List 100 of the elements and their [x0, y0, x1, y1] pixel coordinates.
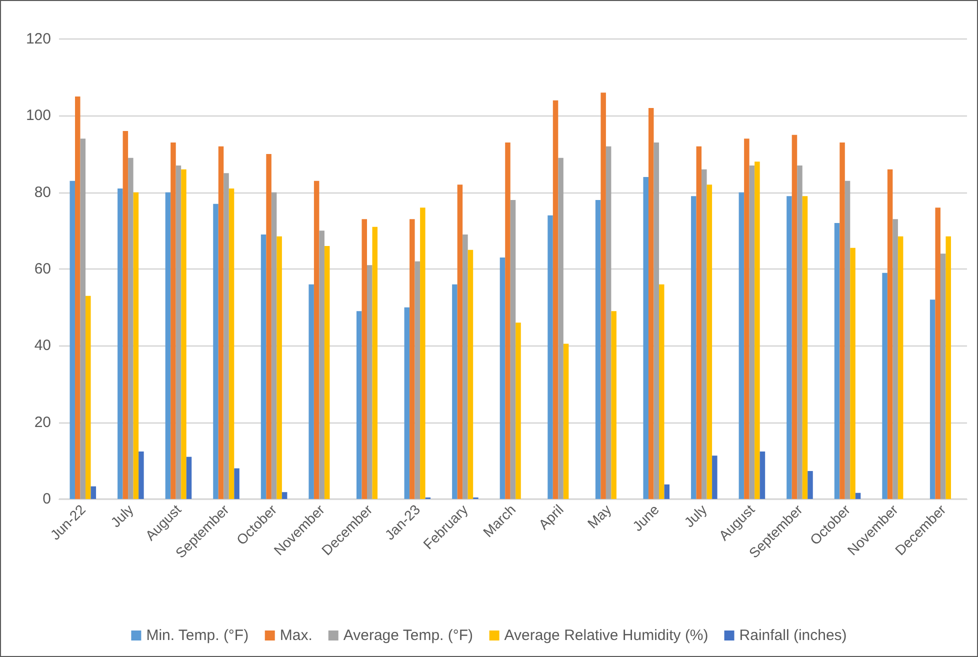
y-tick-label: 40 — [34, 337, 51, 354]
bar — [887, 169, 893, 499]
bar — [367, 265, 372, 499]
bar — [606, 146, 612, 499]
bar — [218, 146, 224, 499]
bar — [276, 236, 282, 499]
bar — [468, 250, 474, 499]
x-tick-label: May — [584, 501, 614, 532]
bar — [404, 307, 410, 499]
bar — [855, 492, 861, 499]
bar — [558, 158, 564, 499]
bar — [706, 184, 712, 499]
bar — [75, 96, 80, 499]
bar — [228, 188, 234, 499]
y-tick-label: 120 — [26, 30, 51, 48]
bar — [595, 200, 601, 499]
bar — [80, 138, 86, 499]
bar — [118, 188, 123, 499]
bar — [181, 169, 186, 499]
bar — [70, 180, 76, 499]
bar — [90, 486, 96, 499]
bar — [462, 234, 468, 499]
x-tick-label: July — [680, 501, 710, 530]
bar — [786, 196, 792, 499]
bar — [138, 451, 144, 499]
bar — [600, 92, 606, 499]
bar — [792, 134, 798, 499]
y-tick-label: 80 — [34, 184, 51, 201]
bar — [892, 219, 898, 499]
bar — [500, 258, 506, 499]
x-tick-label: July — [107, 501, 136, 530]
bar — [271, 192, 277, 499]
bar — [643, 177, 648, 499]
bar — [754, 162, 760, 499]
legend-label: Rainfall (inches) — [739, 627, 847, 644]
bar — [452, 284, 458, 499]
bar — [749, 166, 755, 499]
bar — [260, 234, 266, 499]
bar — [882, 272, 888, 499]
bar — [702, 169, 707, 499]
bar — [696, 146, 702, 499]
bar — [611, 311, 616, 499]
bar — [648, 108, 654, 499]
bar — [410, 219, 415, 499]
bar — [738, 192, 744, 499]
bar — [844, 180, 850, 499]
bar — [834, 223, 840, 499]
bar — [930, 300, 936, 499]
bar — [898, 236, 904, 499]
bar — [840, 142, 845, 499]
legend-label: Max. — [280, 627, 312, 644]
y-tick-label: 0 — [42, 490, 51, 508]
bar — [510, 200, 516, 499]
bar — [122, 131, 128, 499]
bar — [691, 196, 696, 499]
legend-label: Min. Temp. (°F) — [146, 627, 249, 644]
y-tick-label: 100 — [26, 107, 51, 124]
bar — [658, 284, 664, 499]
bar — [744, 138, 750, 499]
bar — [319, 230, 324, 499]
bar — [548, 215, 553, 499]
bar — [128, 158, 134, 499]
bar — [414, 261, 420, 499]
bar — [372, 226, 378, 499]
bar — [234, 468, 240, 499]
bar — [282, 492, 288, 499]
bar — [654, 142, 659, 499]
bar — [808, 471, 813, 499]
bar — [362, 219, 368, 499]
bar — [176, 166, 182, 499]
bar — [850, 248, 856, 499]
bar — [505, 142, 510, 499]
bar — [552, 100, 558, 499]
bar — [563, 344, 569, 499]
bar — [165, 192, 171, 499]
bar — [420, 208, 426, 499]
y-tick-label: 60 — [34, 260, 51, 278]
legend-label: Average Relative Humidity (%) — [504, 627, 708, 644]
bar — [935, 208, 940, 499]
bar — [324, 246, 330, 499]
bar — [664, 484, 670, 499]
y-tick-label: 20 — [34, 414, 51, 431]
bar — [224, 173, 229, 499]
bar — [314, 180, 320, 499]
bar — [308, 284, 314, 499]
bar — [86, 296, 91, 499]
bar — [940, 254, 946, 499]
bar — [356, 311, 362, 499]
bar — [760, 451, 766, 499]
bar — [266, 154, 272, 499]
bar — [797, 166, 802, 499]
bar — [170, 142, 176, 499]
bar — [802, 196, 808, 499]
bar — [186, 456, 192, 499]
bar — [516, 322, 521, 499]
bar — [213, 204, 218, 499]
legend-label: Average Temp. (°F) — [343, 627, 474, 644]
bar — [457, 184, 463, 499]
bar — [712, 456, 718, 499]
bar — [946, 236, 951, 499]
